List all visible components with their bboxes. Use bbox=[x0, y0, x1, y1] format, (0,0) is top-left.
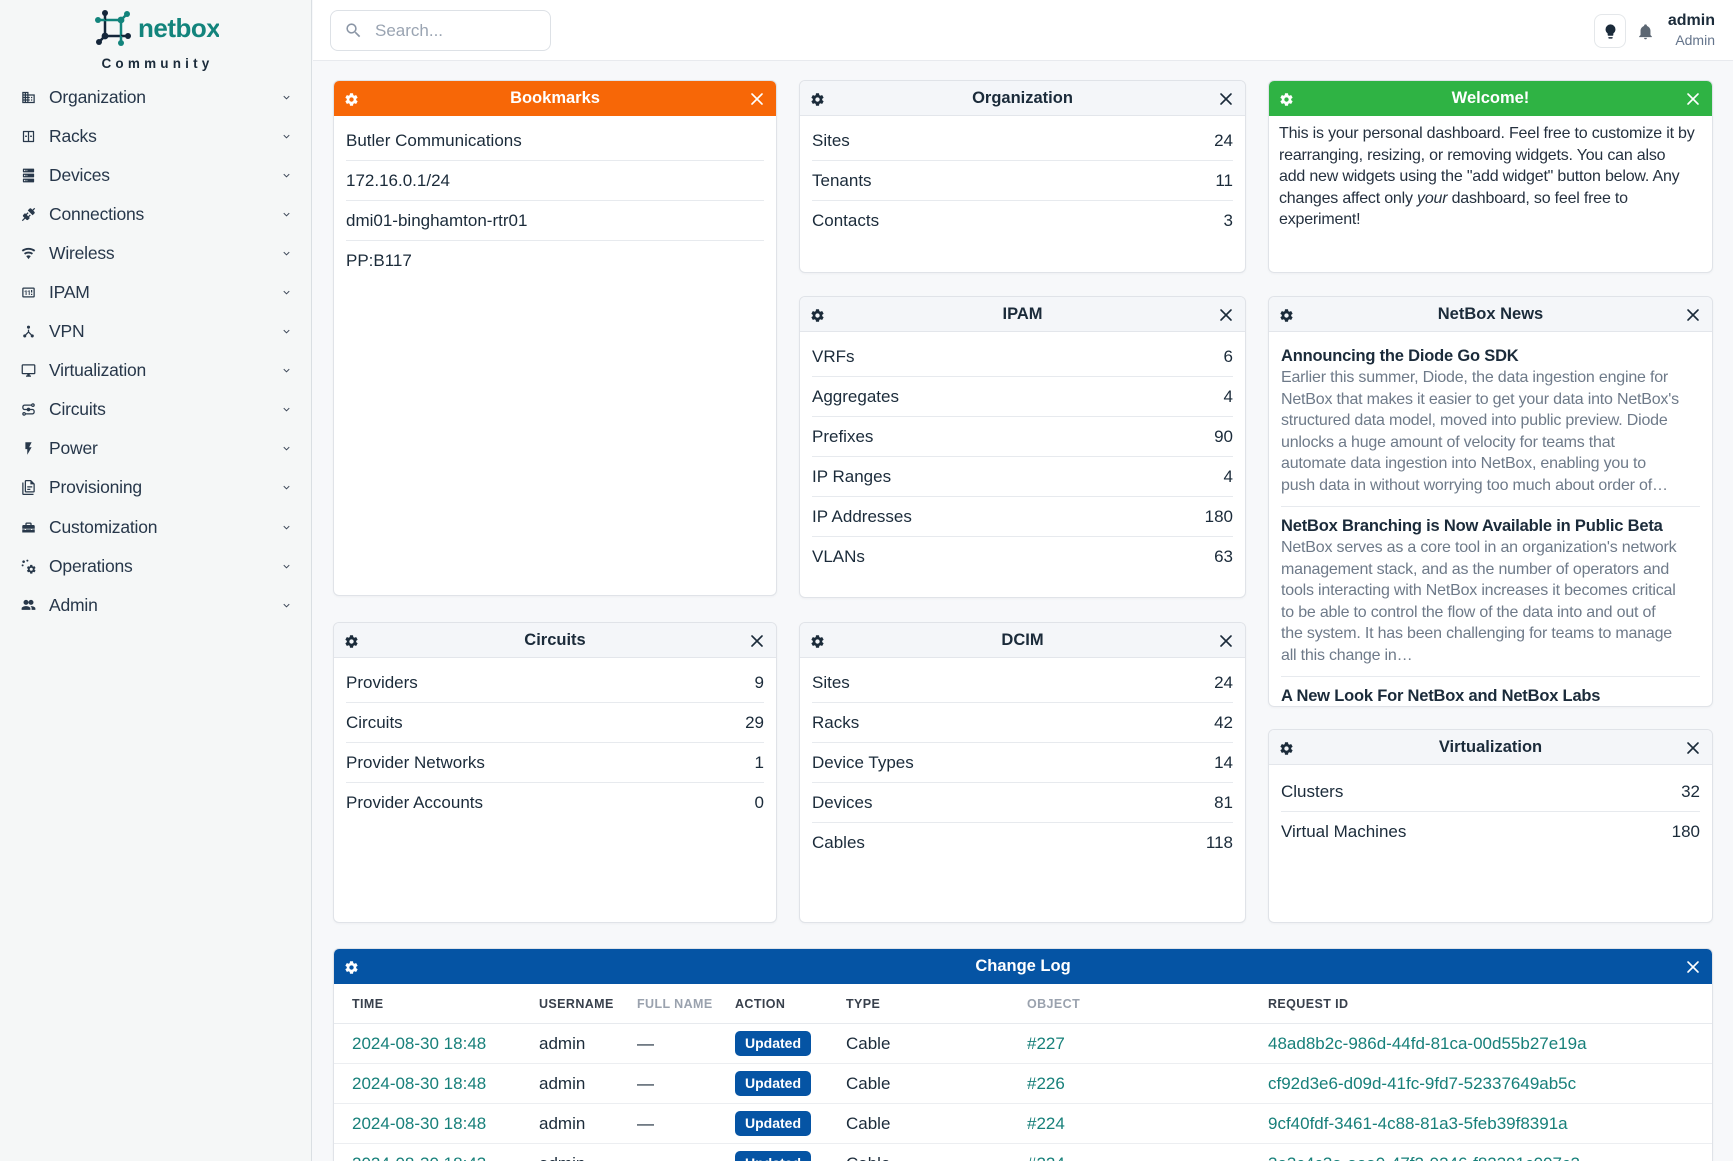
svg-text:netbox: netbox bbox=[138, 13, 219, 43]
